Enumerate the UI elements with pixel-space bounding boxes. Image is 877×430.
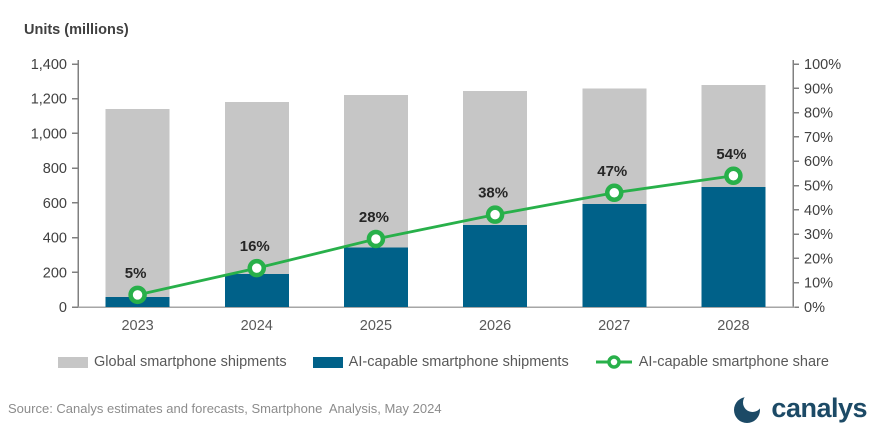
y-left-tick-label: 400: [43, 231, 67, 247]
y-left-tick-label: 1,000: [31, 126, 67, 142]
legend-label: Global smartphone shipments: [94, 354, 287, 370]
legend-item-ai-shipments: AI-capable smartphone shipments: [312, 354, 569, 370]
legend: Global smartphone shipments AI-capable s…: [30, 350, 857, 374]
x-axis-label-2025: 2025: [360, 318, 392, 334]
share-dot-2023: [128, 285, 147, 305]
share-line: [137, 174, 734, 297]
share-dot-2027: [605, 183, 624, 203]
y-right-tick-label: 10%: [804, 276, 833, 292]
x-axis-label-2027: 2027: [598, 318, 630, 334]
left-axis-title: Units (millions): [24, 22, 129, 38]
share-dot-2028: [724, 166, 743, 186]
y-right-tick-label: 70%: [804, 130, 833, 146]
y-right-tick-label: 60%: [804, 154, 833, 170]
y-left-tick-label: 800: [43, 161, 67, 177]
y-right-tick-label: 100%: [804, 57, 841, 73]
combo-chart: 0 200 400 600 800 1,000 1,200 1,400 0% 10% 20% 30% 4…: [31, 57, 841, 334]
x-axis-label-2024: 2024: [241, 318, 273, 334]
bar-ai-2025: [343, 247, 408, 307]
source-attribution: Source: Canalys estimates and forecasts,…: [8, 400, 442, 416]
share-dot-2025: [366, 229, 386, 249]
share-value-label-2027: 47%: [597, 163, 627, 180]
blue-bar-swatch-icon: [312, 356, 343, 368]
x-axis-label-2023: 2023: [121, 318, 153, 334]
y-left-tick-label: 200: [43, 265, 67, 281]
share-dot-2026: [485, 205, 505, 224]
bar-ai-2024: [224, 274, 289, 307]
gray-bar-swatch-icon: [58, 356, 89, 368]
y-left-tick-label: 1,400: [31, 57, 67, 73]
y-right-tick-label: 80%: [804, 106, 833, 122]
y-right-tick-label: 90%: [804, 81, 833, 97]
y-right-tick-label: 30%: [804, 227, 833, 243]
green-line-dot-marker-icon: [595, 355, 632, 369]
legend-label: AI-capable smartphone share: [638, 354, 829, 370]
bar-ai-2028: [701, 187, 766, 307]
y-right-tick-label: 0%: [804, 300, 825, 316]
share-value-label-2026: 38%: [478, 185, 508, 202]
share-dot-2024: [247, 258, 266, 278]
legend-label: AI-capable smartphone shipments: [348, 354, 569, 370]
x-axis-label-2026: 2026: [479, 318, 511, 334]
share-value-label-2025: 28%: [359, 209, 389, 226]
canalys-logo: canalys: [733, 391, 867, 425]
y-right-tick-label: 20%: [804, 251, 833, 267]
legend-item-global-shipments: Global smartphone shipments: [58, 354, 287, 370]
canalys-logo-text: canalys: [771, 392, 867, 423]
y-right-tick-label: 50%: [804, 179, 833, 195]
bar-global-2023: [105, 109, 170, 307]
y-left-tick-label: 0: [59, 300, 67, 316]
canalys-logo-icon: [734, 393, 763, 423]
footer: Source: Canalys estimates and forecasts,…: [8, 388, 867, 428]
share-value-label-2023: 5%: [125, 265, 147, 282]
legend-item-ai-share: AI-capable smartphone share: [595, 354, 829, 370]
y-left-tick-label: 1,200: [31, 92, 67, 108]
share-value-label-2024: 16%: [240, 238, 270, 255]
y-right-tick-label: 40%: [804, 203, 833, 219]
y-left-tick-label: 600: [43, 196, 67, 212]
bar-ai-2027: [582, 204, 647, 307]
x-axis-label-2028: 2028: [717, 318, 749, 334]
bar-ai-2026: [463, 224, 528, 307]
share-value-label-2028: 54%: [716, 146, 746, 163]
